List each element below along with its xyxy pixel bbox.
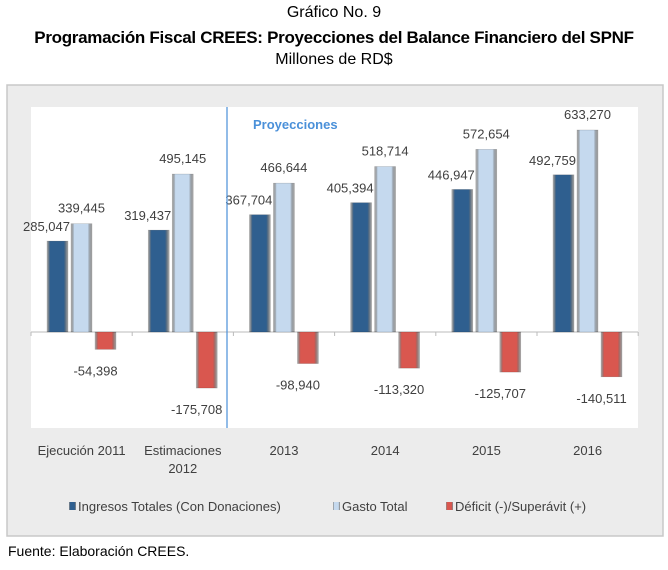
bar-gasto <box>171 173 194 333</box>
bar-deficit <box>398 331 420 369</box>
bar-ingresos <box>552 174 575 333</box>
data-label: 285,047 <box>23 219 70 234</box>
data-label: 405,394 <box>327 181 374 196</box>
legend-label: Gasto Total <box>342 499 408 514</box>
data-label: 319,437 <box>124 208 171 223</box>
bar-gasto <box>70 223 93 333</box>
data-label: 466,644 <box>260 160 307 175</box>
legend-swatch <box>446 502 453 510</box>
legend-swatch <box>333 502 340 510</box>
data-label: -140,511 <box>576 391 626 406</box>
category-label: 2016 <box>573 443 602 458</box>
legend-swatch <box>69 502 76 510</box>
source-note: Fuente: Elaboración CREES. <box>8 543 190 559</box>
chart-subtitle: Millones de RD$ <box>275 51 393 68</box>
bar-gasto <box>273 182 295 333</box>
bar-deficit <box>499 331 522 373</box>
category-label: 2015 <box>472 443 501 458</box>
data-label: -175,708 <box>171 402 222 417</box>
data-label: 518,714 <box>362 144 409 159</box>
data-label: -98,940 <box>276 378 320 393</box>
chart-title: Programación Fiscal CREES: Proyecciones … <box>34 28 634 47</box>
data-label: 495,145 <box>159 151 206 166</box>
category-label: 2014 <box>371 443 400 458</box>
category-label: Ejecución 2011 <box>38 443 126 458</box>
category-label: 2012 <box>168 461 197 476</box>
bar-ingresos <box>147 229 170 333</box>
bar-deficit <box>297 331 319 364</box>
data-label: -54,398 <box>73 363 117 378</box>
bar-deficit <box>195 331 218 389</box>
category-label: 2013 <box>270 443 299 458</box>
bar-deficit <box>94 331 117 350</box>
legend-label: Déficit (-)/Superávit (+) <box>455 499 586 514</box>
bar-ingresos <box>350 202 372 333</box>
data-label: 339,445 <box>58 201 105 216</box>
data-label: 492,759 <box>529 153 576 168</box>
bar-ingresos <box>451 189 474 333</box>
data-label: 633,270 <box>564 107 611 122</box>
plot-area <box>31 107 638 428</box>
category-label: Estimaciones <box>144 443 222 458</box>
projection-label: Proyecciones <box>253 117 338 132</box>
bar-gasto <box>576 129 599 333</box>
bar-gasto <box>475 149 498 333</box>
data-label: -113,320 <box>374 382 424 397</box>
data-label: 446,947 <box>428 167 475 182</box>
legend-label: Ingresos Totales (Con Donaciones) <box>78 499 281 514</box>
data-label: 367,704 <box>225 193 272 208</box>
bar-gasto <box>374 166 396 333</box>
chart-number: Gráfico No. 9 <box>286 4 382 21</box>
bar-deficit <box>600 331 623 378</box>
bar-ingresos <box>46 240 69 333</box>
bar-ingresos <box>249 214 271 333</box>
data-label: 572,654 <box>463 126 510 141</box>
data-label: -125,707 <box>475 386 526 401</box>
